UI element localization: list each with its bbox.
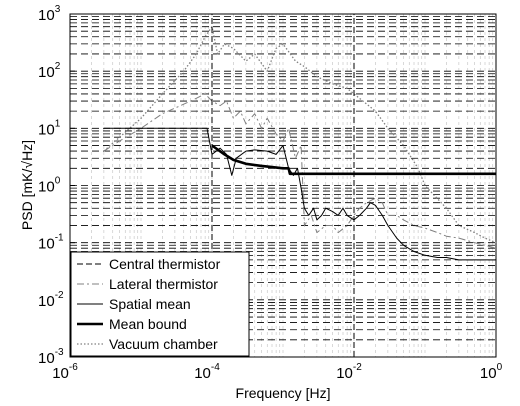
y-tick-exponent: 2	[55, 61, 61, 72]
legend-label: Spatial mean	[109, 296, 191, 312]
x-tick-label: 100	[480, 362, 503, 382]
legend-label: Mean bound	[109, 316, 187, 332]
x-tick-label: 10-4	[194, 362, 220, 382]
series-line-mean-bound	[211, 144, 496, 176]
y-tick-label: 101	[38, 118, 61, 138]
y-tick-exponent: -2	[55, 290, 64, 301]
x-axis-label: Frequency [Hz]	[236, 385, 331, 401]
x-tick-label: 10-6	[52, 362, 78, 382]
x-tick-exponent: -2	[353, 362, 362, 373]
y-tick-label: 10-3	[38, 347, 64, 367]
y-tick-label: 103	[38, 4, 61, 24]
series-lines	[103, 14, 497, 357]
legend-label: Lateral thermistor	[109, 276, 218, 292]
y-tick-exponent: -3	[55, 347, 64, 358]
series-line-lateral-thermistor	[103, 93, 497, 249]
y-tick-label: 102	[38, 61, 61, 81]
y-tick-exponent: 1	[55, 118, 61, 129]
series-line-vacuum-chamber	[103, 26, 497, 244]
y-tick-exponent: -1	[55, 233, 64, 244]
y-tick-exponent: 0	[55, 176, 61, 187]
legend: Central thermistor Lateral thermistor Spat…	[70, 251, 250, 357]
y-axis-label: PSD [mK/√Hz]	[19, 140, 35, 230]
legend-label: Vacuum chamber	[109, 336, 218, 352]
x-tick-exponent: -4	[211, 362, 220, 373]
y-tick-exponent: 3	[55, 4, 61, 15]
series-line-spatial-mean	[103, 127, 496, 261]
x-tick-exponent: 0	[497, 362, 503, 373]
x-tick-exponent: -6	[69, 362, 78, 373]
y-tick-label: 100	[38, 176, 61, 196]
legend-label: Central thermistor	[109, 256, 221, 272]
y-tick-label: 10-2	[38, 290, 64, 310]
x-tick-label: 10-2	[336, 362, 362, 382]
y-tick-label: 10-1	[38, 233, 64, 253]
